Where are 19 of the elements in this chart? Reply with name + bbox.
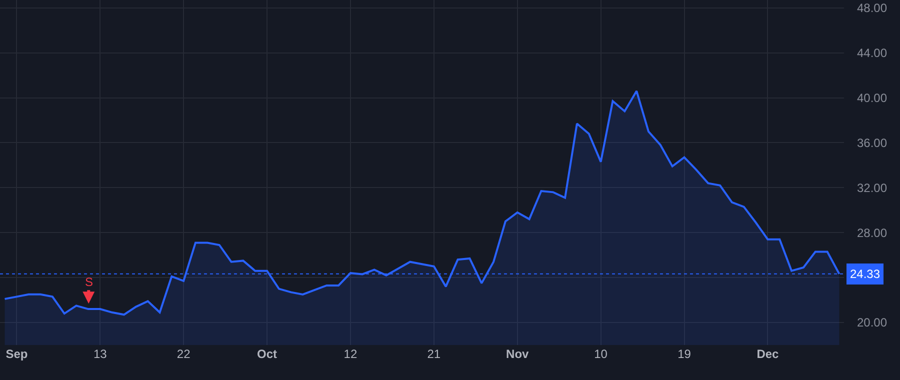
x-tick-label: Sep — [6, 347, 28, 361]
x-tick-label: 13 — [93, 347, 108, 361]
y-tick-label: 20.00 — [857, 316, 888, 330]
y-tick-label: 32.00 — [857, 180, 888, 195]
x-tick-label: Dec — [756, 347, 780, 361]
x-tick-label: 21 — [427, 347, 441, 361]
y-tick-label: 48.00 — [857, 1, 888, 16]
x-tick-label: 10 — [594, 347, 608, 361]
annotation: S — [85, 275, 94, 289]
x-tick-label: Oct — [257, 347, 278, 361]
x-tick-label: Nov — [506, 347, 530, 361]
x-tick-label: 12 — [344, 347, 358, 361]
x-tick-label: 22 — [176, 347, 191, 361]
ref-line-label: 24.33 — [850, 267, 880, 281]
x-tick-label: 19 — [678, 347, 692, 361]
y-tick-label: 28.00 — [857, 226, 888, 240]
y-tick-label: 36.00 — [857, 136, 888, 150]
y-tick-label: 44.00 — [857, 46, 888, 60]
y-tick-label: 40.00 — [857, 90, 888, 105]
